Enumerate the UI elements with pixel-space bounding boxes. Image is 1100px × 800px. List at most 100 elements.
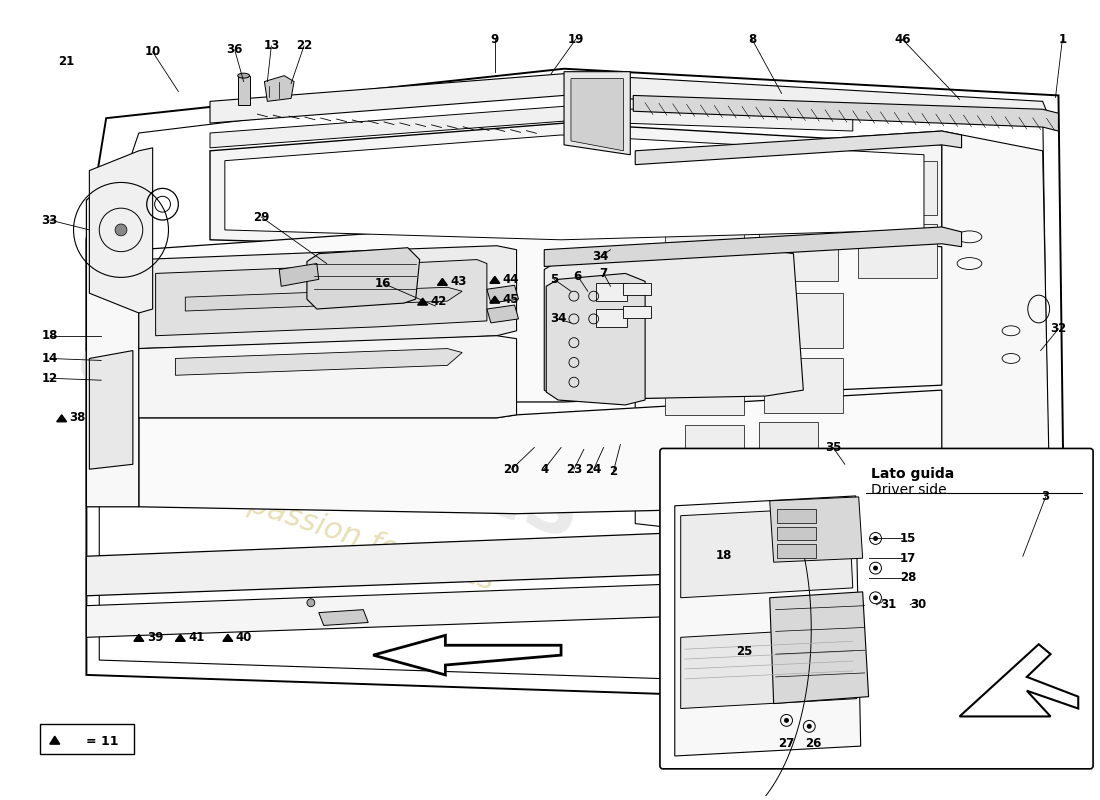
Text: 3: 3 [1042, 490, 1049, 503]
Text: 38: 38 [69, 411, 86, 424]
Text: 23: 23 [565, 462, 582, 476]
Polygon shape [139, 220, 942, 402]
Polygon shape [681, 627, 857, 709]
Polygon shape [139, 390, 942, 514]
Text: 13: 13 [263, 39, 279, 53]
Text: 5: 5 [550, 273, 559, 286]
Bar [596, 283, 627, 301]
Text: 40: 40 [235, 631, 252, 644]
Polygon shape [279, 263, 319, 286]
Bar [858, 224, 937, 278]
Text: 12: 12 [42, 372, 58, 385]
Bar [624, 306, 651, 318]
Text: 26: 26 [805, 737, 822, 750]
Circle shape [873, 566, 878, 570]
Text: 7: 7 [600, 267, 607, 280]
Polygon shape [373, 635, 561, 675]
Text: 10: 10 [144, 46, 161, 58]
Bar [624, 283, 651, 295]
Bar [763, 294, 843, 347]
Text: Driver side: Driver side [870, 483, 946, 497]
Polygon shape [635, 131, 1050, 558]
Text: 18: 18 [42, 330, 58, 342]
Text: 17: 17 [900, 552, 916, 565]
Text: 29: 29 [253, 210, 270, 223]
Polygon shape [307, 248, 420, 309]
Polygon shape [87, 529, 882, 596]
Circle shape [833, 466, 843, 476]
Text: 33: 33 [42, 214, 58, 226]
FancyBboxPatch shape [660, 449, 1093, 769]
Polygon shape [418, 298, 428, 305]
Circle shape [806, 724, 812, 729]
Text: 22: 22 [296, 39, 312, 53]
Polygon shape [564, 72, 630, 154]
Text: 31: 31 [880, 598, 896, 611]
Polygon shape [175, 634, 185, 642]
Bar [664, 296, 744, 350]
Bar [759, 227, 838, 282]
Bar [759, 422, 818, 466]
Bar [777, 509, 816, 522]
Text: 36: 36 [227, 43, 243, 57]
Polygon shape [770, 497, 862, 562]
Text: 8: 8 [748, 33, 756, 46]
Circle shape [784, 718, 789, 723]
Text: 39: 39 [146, 631, 163, 644]
Polygon shape [139, 246, 517, 349]
Text: 20: 20 [504, 462, 519, 476]
Text: 9: 9 [491, 33, 499, 46]
Circle shape [116, 224, 127, 236]
Polygon shape [547, 274, 645, 405]
Polygon shape [89, 350, 133, 470]
Bar [763, 358, 843, 413]
Polygon shape [89, 148, 153, 313]
Polygon shape [87, 69, 1066, 705]
Polygon shape [319, 610, 369, 626]
Text: 24: 24 [585, 462, 602, 476]
Bar [40, 724, 134, 754]
Text: 34: 34 [593, 250, 608, 263]
Text: euroSPARES: euroSPARES [67, 323, 590, 556]
Circle shape [873, 536, 878, 541]
Bar [858, 161, 937, 215]
Polygon shape [634, 95, 1058, 131]
Polygon shape [210, 74, 1050, 123]
Bar [664, 168, 744, 222]
Polygon shape [490, 276, 499, 283]
Polygon shape [223, 634, 233, 642]
Polygon shape [674, 496, 860, 756]
Polygon shape [635, 131, 961, 165]
Bar [664, 361, 744, 415]
Circle shape [307, 598, 315, 606]
Polygon shape [87, 580, 872, 638]
Text: 30: 30 [910, 598, 926, 611]
Text: 27: 27 [779, 737, 794, 750]
Text: 14: 14 [42, 352, 58, 365]
Text: 15: 15 [900, 532, 916, 545]
Text: 42: 42 [430, 294, 447, 308]
Text: 41: 41 [188, 631, 205, 644]
Text: 44: 44 [503, 273, 519, 286]
Polygon shape [264, 76, 294, 102]
Circle shape [873, 595, 878, 600]
Polygon shape [487, 286, 518, 303]
Polygon shape [959, 644, 1078, 717]
Text: 21: 21 [58, 55, 75, 68]
Text: a passion for parts: a passion for parts [219, 481, 498, 596]
Polygon shape [87, 153, 139, 506]
Bar [596, 309, 627, 327]
Polygon shape [134, 634, 144, 642]
Polygon shape [139, 336, 517, 418]
Polygon shape [224, 135, 924, 240]
Text: Lato guida: Lato guida [870, 467, 954, 482]
Polygon shape [155, 259, 487, 336]
Polygon shape [185, 287, 462, 311]
Bar [759, 165, 838, 219]
Text: 16: 16 [375, 277, 392, 290]
Bar [777, 544, 816, 558]
Polygon shape [544, 250, 803, 400]
Text: 25: 25 [736, 645, 752, 658]
Polygon shape [438, 278, 448, 286]
Text: 2: 2 [609, 465, 617, 478]
